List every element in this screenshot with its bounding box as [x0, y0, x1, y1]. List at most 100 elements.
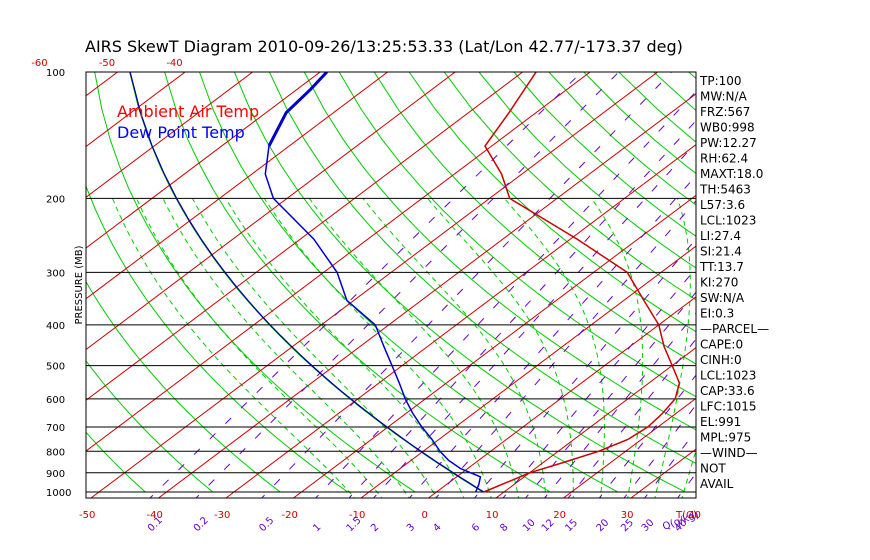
grid-lines — [0, 63, 870, 501]
pressure-tick-label: 500 — [46, 362, 65, 373]
legend: Ambient Air Temp Dew Point Temp — [117, 102, 259, 142]
isotherm-line — [86, 72, 321, 249]
stat-line: WB0:998 — [700, 121, 755, 135]
stat-line: TP:100 — [699, 74, 742, 88]
dry-adiabat-line — [478, 72, 696, 269]
stat-line: AVAIL — [700, 477, 734, 491]
temp-tick-label-bottom: 0 — [421, 510, 427, 521]
stat-line: CINH:0 — [700, 353, 742, 367]
mixing-ratio-label: 1 — [311, 522, 323, 534]
isotherm-line — [762, 63, 870, 501]
mixing-ratio-label: 8 — [498, 522, 510, 534]
isotherm-line — [495, 347, 696, 498]
moist-adiabat-line — [112, 198, 356, 498]
mixing-ratio-line — [315, 90, 696, 498]
isotherm-line — [0, 63, 63, 501]
mixing-ratio-line — [543, 311, 696, 498]
dry-adiabat-line — [94, 72, 416, 493]
dew-point-upper-segment — [267, 72, 328, 147]
isotherm-line — [562, 397, 696, 498]
isotherm-line — [225, 144, 696, 498]
dry-adiabat-line — [86, 431, 146, 493]
mixing-ratio-label: 30 — [640, 517, 657, 534]
dry-adiabat-line — [793, 72, 870, 492]
mixing-ratio-line — [195, 72, 620, 498]
stat-line: EI:0.3 — [700, 307, 734, 321]
pressure-tick-label: 200 — [46, 194, 65, 205]
stat-line: NOT — [700, 462, 726, 476]
dew-point-curve — [264, 72, 482, 493]
moist-adiabat-line — [362, 198, 547, 498]
moist-adiabat-line — [162, 198, 410, 498]
stat-line: EL:991 — [700, 415, 741, 429]
dry-adiabat-line — [164, 72, 551, 493]
pressure-tick-label: 700 — [46, 423, 65, 434]
dry-adiabat-line — [443, 72, 696, 301]
stat-line: LI:27.4 — [700, 229, 741, 243]
stat-line: TT:13.7 — [699, 260, 744, 274]
moist-adiabat-line — [654, 198, 691, 498]
mixing-ratio-line — [408, 174, 696, 498]
stat-line: LCL:1023 — [700, 214, 756, 228]
mixing-ratio-line — [149, 72, 582, 498]
stat-line: SW:N/A — [700, 291, 745, 305]
mixing-ratio-line — [502, 267, 696, 498]
stat-line: LCL:1023 — [700, 369, 756, 383]
temp-tick-label-bottom: 40 — [688, 510, 701, 521]
isotherm-line — [86, 72, 254, 198]
parcel-curve — [129, 72, 485, 493]
stat-line: LFC:1015 — [700, 400, 757, 414]
mixing-ratio-label: 0.5 — [257, 515, 276, 534]
moist-adiabat-line — [681, 448, 696, 498]
dry-adiabat-line — [86, 184, 348, 493]
stat-line: CAPE:0 — [700, 338, 743, 352]
dry-adiabat-line — [759, 72, 870, 492]
isotherm-line — [86, 72, 389, 300]
stat-line: FRZ:567 — [700, 105, 750, 119]
pressure-tick-label: 600 — [46, 395, 65, 406]
isotherm-line — [86, 72, 186, 148]
moist-adiabat-line — [225, 198, 465, 498]
stat-line: TH:5463 — [699, 183, 751, 197]
temp-tick-label-bottom: -20 — [281, 510, 297, 521]
ambient-temp-curve — [483, 72, 681, 493]
dry-adiabat-line — [86, 360, 214, 493]
mixing-ratio-line — [567, 338, 696, 498]
dry-adiabat-line — [513, 72, 696, 237]
temp-tick-label-top: -60 — [31, 58, 47, 69]
mixing-ratio-label: 2 — [369, 522, 381, 534]
stat-line: RH:62.4 — [700, 152, 748, 166]
legend-ambient-temp: Ambient Air Temp — [117, 102, 259, 121]
pressure-tick-label: 300 — [46, 268, 65, 279]
temp-tick-label-bottom: -40 — [146, 510, 162, 521]
temp-tick-label-top: -40 — [166, 58, 182, 69]
isotherm-line — [86, 72, 524, 401]
moist-adiabat-line — [504, 198, 605, 498]
dry-adiabat-line — [618, 72, 696, 143]
mixing-ratio-line — [623, 404, 696, 498]
mixing-ratio-line — [261, 72, 672, 498]
mixing-ratio-label: 6 — [470, 522, 482, 534]
mixing-ratio-label: 10 — [521, 517, 538, 534]
temp-tick-label-bottom: -10 — [349, 510, 365, 521]
mixing-ratio-label: 20 — [595, 517, 612, 534]
stat-line: KI:270 — [700, 276, 738, 290]
dry-adiabat-line — [199, 72, 618, 493]
stat-line: MPL:975 — [700, 431, 751, 445]
stat-line: —WIND— — [700, 446, 758, 460]
isotherm-line — [86, 72, 591, 452]
stat-line: MW:N/A — [700, 90, 748, 104]
pressure-tick-label: 1000 — [46, 488, 71, 499]
mixing-ratio-label: 3 — [405, 522, 417, 534]
mixing-ratio-line — [473, 238, 696, 498]
mixing-ratio-line — [372, 141, 696, 498]
dry-adiabat-line — [408, 72, 696, 333]
moist-adiabat-line — [191, 198, 438, 498]
isotherm-line — [360, 245, 696, 498]
temp-tick-label-bottom: 10 — [486, 510, 499, 521]
sounding-curves — [129, 72, 681, 493]
isotherm-line — [427, 296, 696, 498]
stat-line: PW:12.27 — [700, 136, 757, 150]
